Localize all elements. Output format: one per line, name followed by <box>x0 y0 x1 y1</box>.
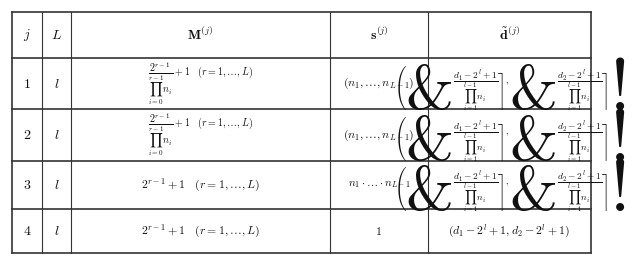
Text: $\mathbf{M}^{(j)}$: $\mathbf{M}^{(j)}$ <box>188 26 214 43</box>
Text: $n_1 \cdot\ldots\cdot n_{L-1}$: $n_1 \cdot\ldots\cdot n_{L-1}$ <box>348 179 410 190</box>
Text: $l$: $l$ <box>54 77 60 91</box>
Text: $(n_1,\ldots,n_{L-1})$: $(n_1,\ldots,n_{L-1})$ <box>343 76 415 91</box>
Text: $l$: $l$ <box>54 178 60 192</box>
Text: $\left(\left\lceil\dfrac{d_1-2^l+1}{\prod_{i=1}^{l-1} n_i}\right\rceil, \left\lc: $\left(\left\lceil\dfrac{d_1-2^l+1}{\pro… <box>394 55 625 112</box>
Text: $1$: $1$ <box>376 225 383 238</box>
Text: $L$: $L$ <box>51 28 62 42</box>
Text: $\dfrac{2^{r-1}}{\prod_{i=0}^{r-1} n_i} + 1 \quad (r=1,\ldots,L)$: $\dfrac{2^{r-1}}{\prod_{i=0}^{r-1} n_i} … <box>148 112 253 158</box>
Text: $3$: $3$ <box>22 178 31 192</box>
Text: $l$: $l$ <box>54 224 60 238</box>
Text: $2^{r-1}+1 \quad (r=1,\ldots,L)$: $2^{r-1}+1 \quad (r=1,\ldots,L)$ <box>141 176 260 194</box>
Text: $\left(\left\lceil\dfrac{d_1-2^l+1}{\prod_{i=1}^{l-1} n_i}\right\rceil, \left\lc: $\left(\left\lceil\dfrac{d_1-2^l+1}{\pro… <box>394 106 625 163</box>
Text: $j$: $j$ <box>23 27 31 43</box>
Text: $(d_1 - 2^l + 1, d_2 - 2^l + 1)$: $(d_1 - 2^l + 1, d_2 - 2^l + 1)$ <box>449 222 570 240</box>
Text: $\left(\left\lceil\dfrac{d_1-2^l+1}{\prod_{i=1}^{l-1} n_i}\right\rceil, \left\lc: $\left(\left\lceil\dfrac{d_1-2^l+1}{\pro… <box>394 156 625 214</box>
Text: $\mathbf{s}^{(j)}$: $\mathbf{s}^{(j)}$ <box>370 26 388 43</box>
Text: $\tilde{\mathbf{d}}^{(j)}$: $\tilde{\mathbf{d}}^{(j)}$ <box>499 26 520 43</box>
Text: $2^{r-1}+1 \quad (r=1,\ldots,L)$: $2^{r-1}+1 \quad (r=1,\ldots,L)$ <box>141 222 260 240</box>
Text: $4$: $4$ <box>22 224 31 238</box>
Text: $1$: $1$ <box>23 77 31 91</box>
Text: $\dfrac{2^{r-1}}{\prod_{i=0}^{r-1} n_i} + 1 \quad (r=1,\ldots,L)$: $\dfrac{2^{r-1}}{\prod_{i=0}^{r-1} n_i} … <box>148 60 253 107</box>
Text: $2$: $2$ <box>22 128 31 142</box>
Text: $l$: $l$ <box>54 128 60 142</box>
Text: $(n_1,\ldots,n_{L-1})$: $(n_1,\ldots,n_{L-1})$ <box>343 127 415 143</box>
